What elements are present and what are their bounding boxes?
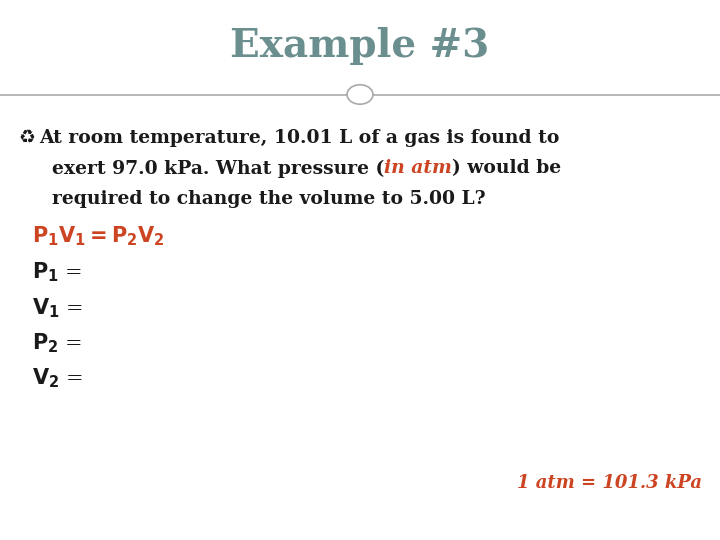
Text: required to change the volume to 5.00 L?: required to change the volume to 5.00 L? — [52, 190, 485, 208]
Text: 1 atm = 101.3 kPa: 1 atm = 101.3 kPa — [517, 474, 702, 492]
Text: ) would be: ) would be — [452, 159, 561, 178]
Text: $\mathbf{P_1}$ =: $\mathbf{P_1}$ = — [32, 261, 83, 285]
Text: in atm: in atm — [384, 159, 452, 178]
Circle shape — [347, 85, 373, 104]
Text: ♻: ♻ — [18, 128, 35, 147]
Text: $\mathbf{V_2}$ =: $\mathbf{V_2}$ = — [32, 366, 84, 390]
Text: $\mathbf{P_2}$ =: $\mathbf{P_2}$ = — [32, 331, 83, 355]
Text: At room temperature, 10.01 L of a gas is found to: At room temperature, 10.01 L of a gas is… — [40, 129, 560, 147]
Text: exert 97.0 kPa. What pressure (: exert 97.0 kPa. What pressure ( — [52, 159, 384, 178]
Text: $\mathbf{P_1V_1 = P_2V_2}$: $\mathbf{P_1V_1 = P_2V_2}$ — [32, 225, 165, 248]
Text: $\mathbf{V_1}$ =: $\mathbf{V_1}$ = — [32, 296, 84, 320]
Text: Example #3: Example #3 — [230, 27, 490, 65]
